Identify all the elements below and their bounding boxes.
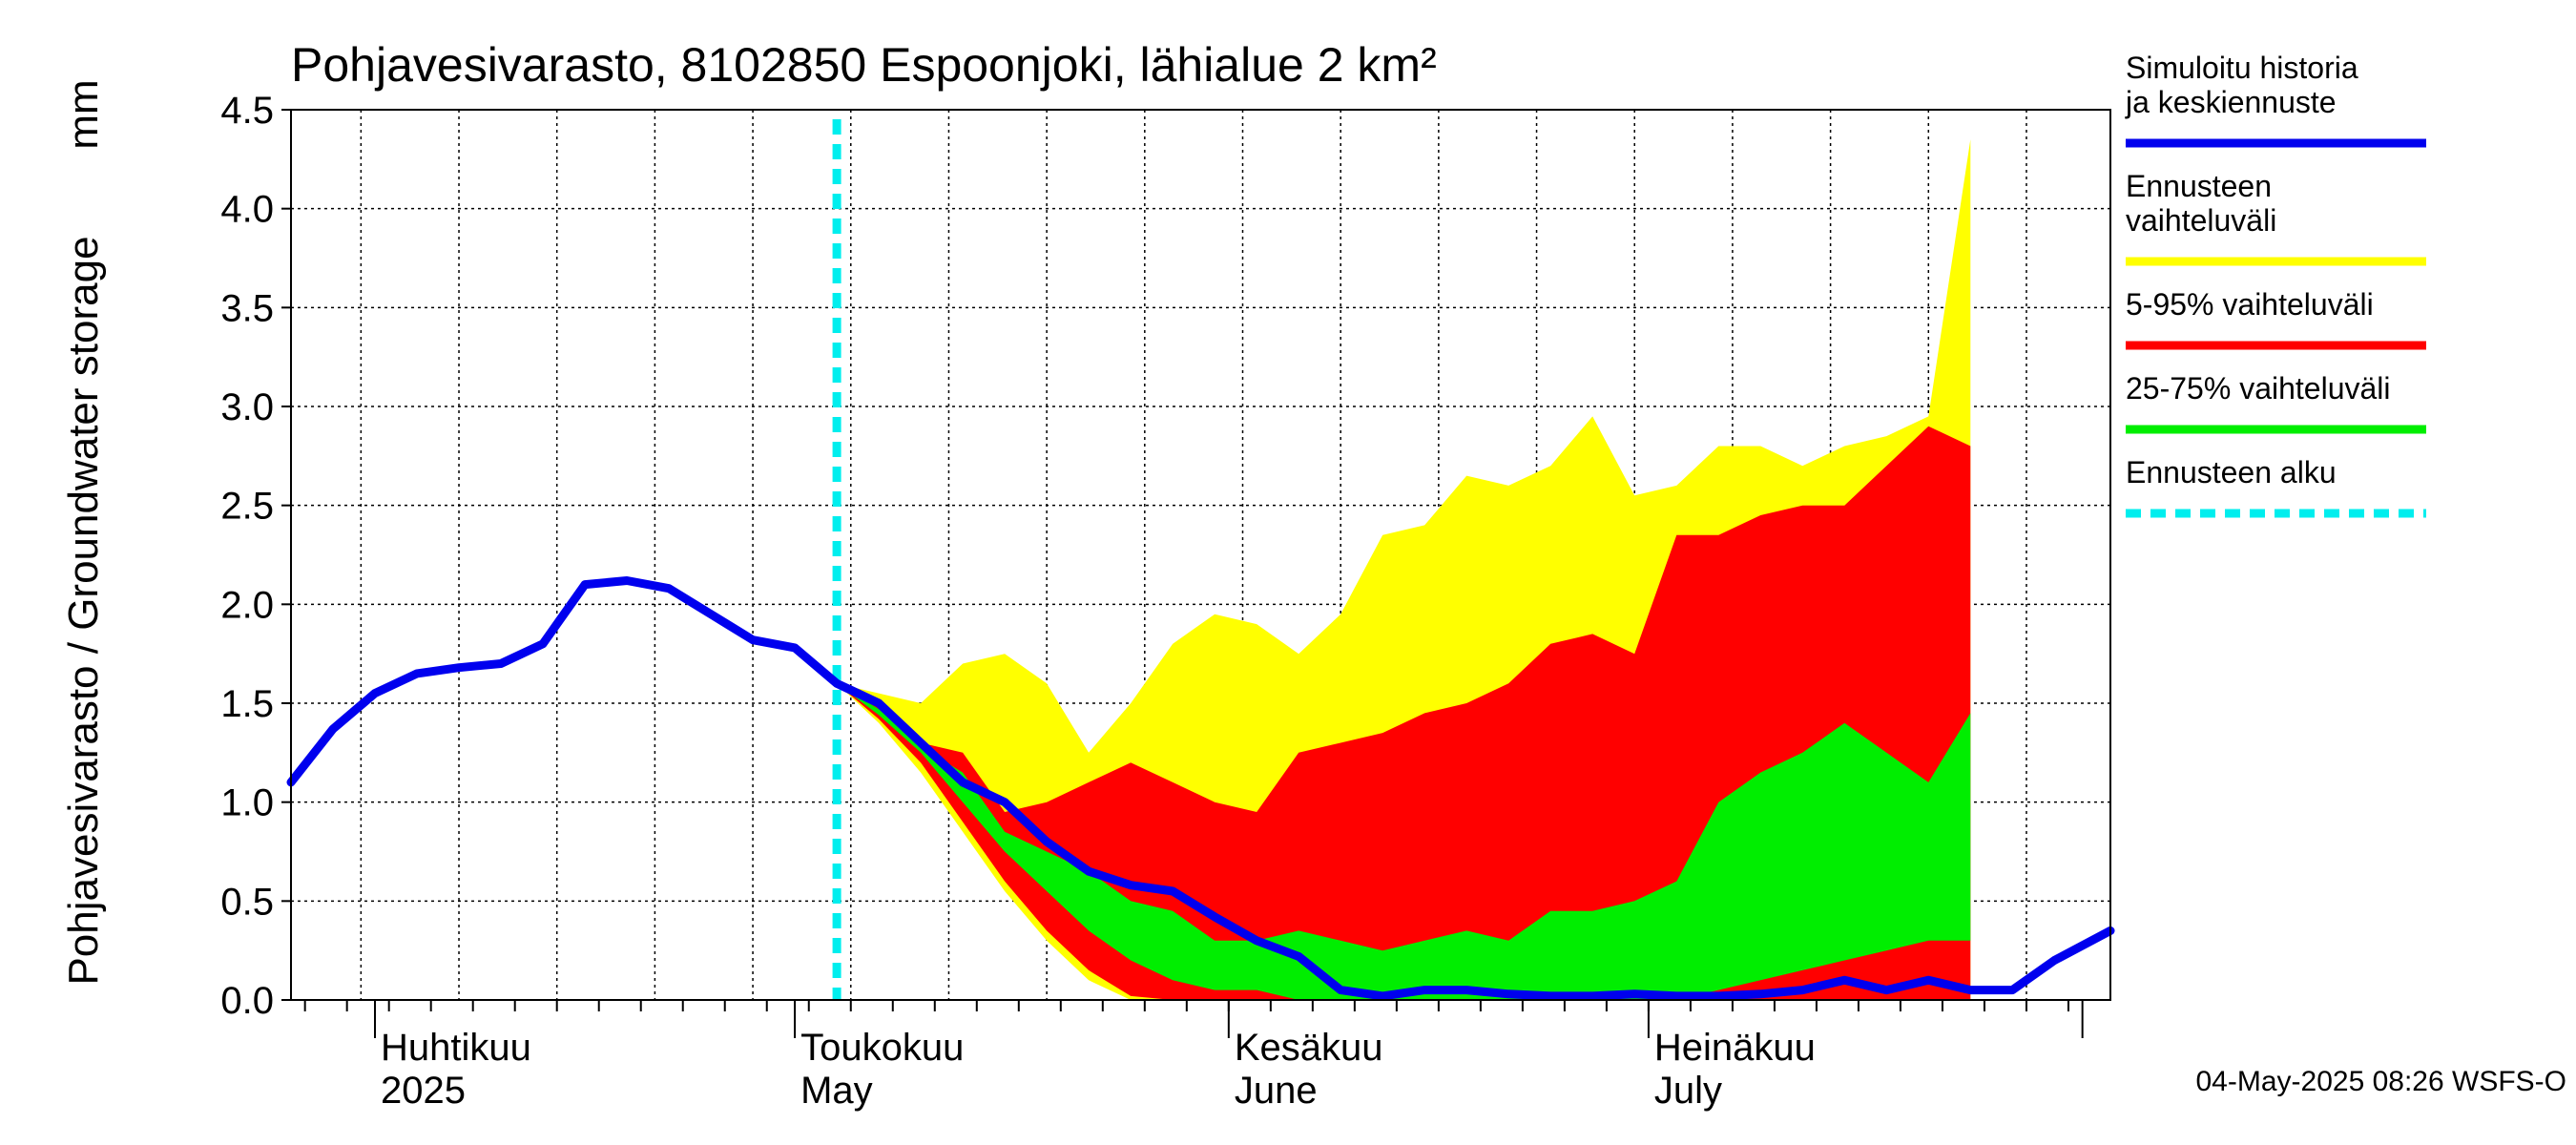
month-label-en: July: [1654, 1070, 1722, 1112]
y-tick-label: 1.5: [220, 683, 274, 725]
plot-area: 0.0 0.5 1.0 1.5 2.0 2.5 3.0 3.5 4.0 4.5 Huhtikuu20…: [220, 90, 2115, 1112]
series-line-mean: [286, 576, 2115, 1001]
legend-item: 25-75% vaihteluväli: [2126, 371, 2426, 434]
month-label-fi: Kesäkuu: [1235, 1027, 1383, 1069]
y-tick-label: 3.5: [220, 287, 274, 329]
y-tick-label: 0.0: [220, 980, 274, 1022]
series-lines: [286, 119, 2115, 1001]
y-tick-label: 3.0: [220, 386, 274, 428]
legend-item: 5-95% vaihteluväli: [2126, 287, 2426, 350]
band-25-75: [837, 683, 1971, 1000]
y-tick-label: 4.5: [220, 90, 274, 132]
legend-label: Ennusteen alku: [2126, 455, 2337, 489]
legend-label: vaihteluväli: [2126, 203, 2276, 238]
y-tick-label: 0.5: [220, 881, 274, 923]
axes: 0.0 0.5 1.0 1.5 2.0 2.5 3.0 3.5 4.0 4.5 Huhtikuu20…: [220, 90, 2084, 1112]
y-axis-label: Pohjavesivarasto / Groundwater storage: [60, 236, 107, 985]
legend-label: Ennusteen: [2126, 169, 2272, 203]
month-label-fi: Heinäkuu: [1654, 1027, 1816, 1069]
forecast-bands: [837, 139, 1971, 1001]
chart-title: Pohjavesivarasto, 8102850 Espoonjoki, lä…: [291, 38, 1437, 92]
legend-label: 5-95% vaihteluväli: [2126, 287, 2374, 322]
y-axis-unit: mm: [60, 79, 107, 149]
month-label-fi: Toukokuu: [800, 1027, 964, 1069]
month-label-en: 2025: [381, 1070, 466, 1112]
legend-label: 25-75% vaihteluväli: [2126, 371, 2391, 406]
y-tick-label: 4.0: [220, 189, 274, 231]
legend-item: Ennusteen alku: [2126, 455, 2426, 518]
legend-label: ja keskiennuste: [2125, 85, 2337, 119]
legend-label: Simuloitu historia: [2126, 51, 2358, 85]
month-label-en: May: [800, 1070, 873, 1112]
y-tick-label: 2.0: [220, 584, 274, 626]
footer-timestamp: 04-May-2025 08:26 WSFS-O: [2196, 1066, 2567, 1097]
band-5-95: [837, 426, 1971, 1000]
month-label-fi: Huhtikuu: [381, 1027, 531, 1069]
month-label-en: June: [1235, 1070, 1318, 1112]
y-tick-label: 1.0: [220, 782, 274, 824]
plot-frame: [290, 109, 2111, 1001]
y-tick-label: 2.5: [220, 486, 274, 528]
